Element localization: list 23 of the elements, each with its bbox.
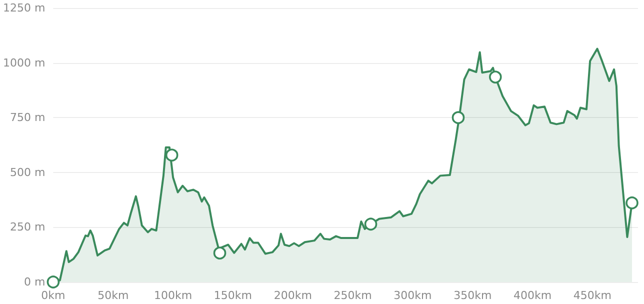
y-tick-label: 1000 m [2,56,46,70]
point [489,70,502,84]
x-tick-label: 150km [214,289,252,302]
x-tick-label: 300km [394,289,432,302]
point [364,218,378,231]
x-tick-label: 400km [514,289,552,302]
x-tick-label: 0km [41,289,66,302]
y-tick-label: 500 m [10,166,46,179]
y-tick-label: 750 m [10,111,46,124]
x-tick-label: 350km [454,289,492,302]
point [165,148,178,162]
x-tick-label: 100km [154,289,192,302]
y-tick-label: 250 m [10,220,46,234]
y-tick-label: 1250 m [2,2,46,14]
x-tick-label: 200km [274,289,312,302]
point [452,111,465,124]
y-tick-label: 0 m [24,276,46,288]
point [46,276,60,288]
point [213,246,226,260]
x-tick-label: 50km [98,289,129,302]
x-tick-label: 450km [573,289,612,302]
x-tick-label: 250km [334,289,372,302]
point [626,196,638,210]
